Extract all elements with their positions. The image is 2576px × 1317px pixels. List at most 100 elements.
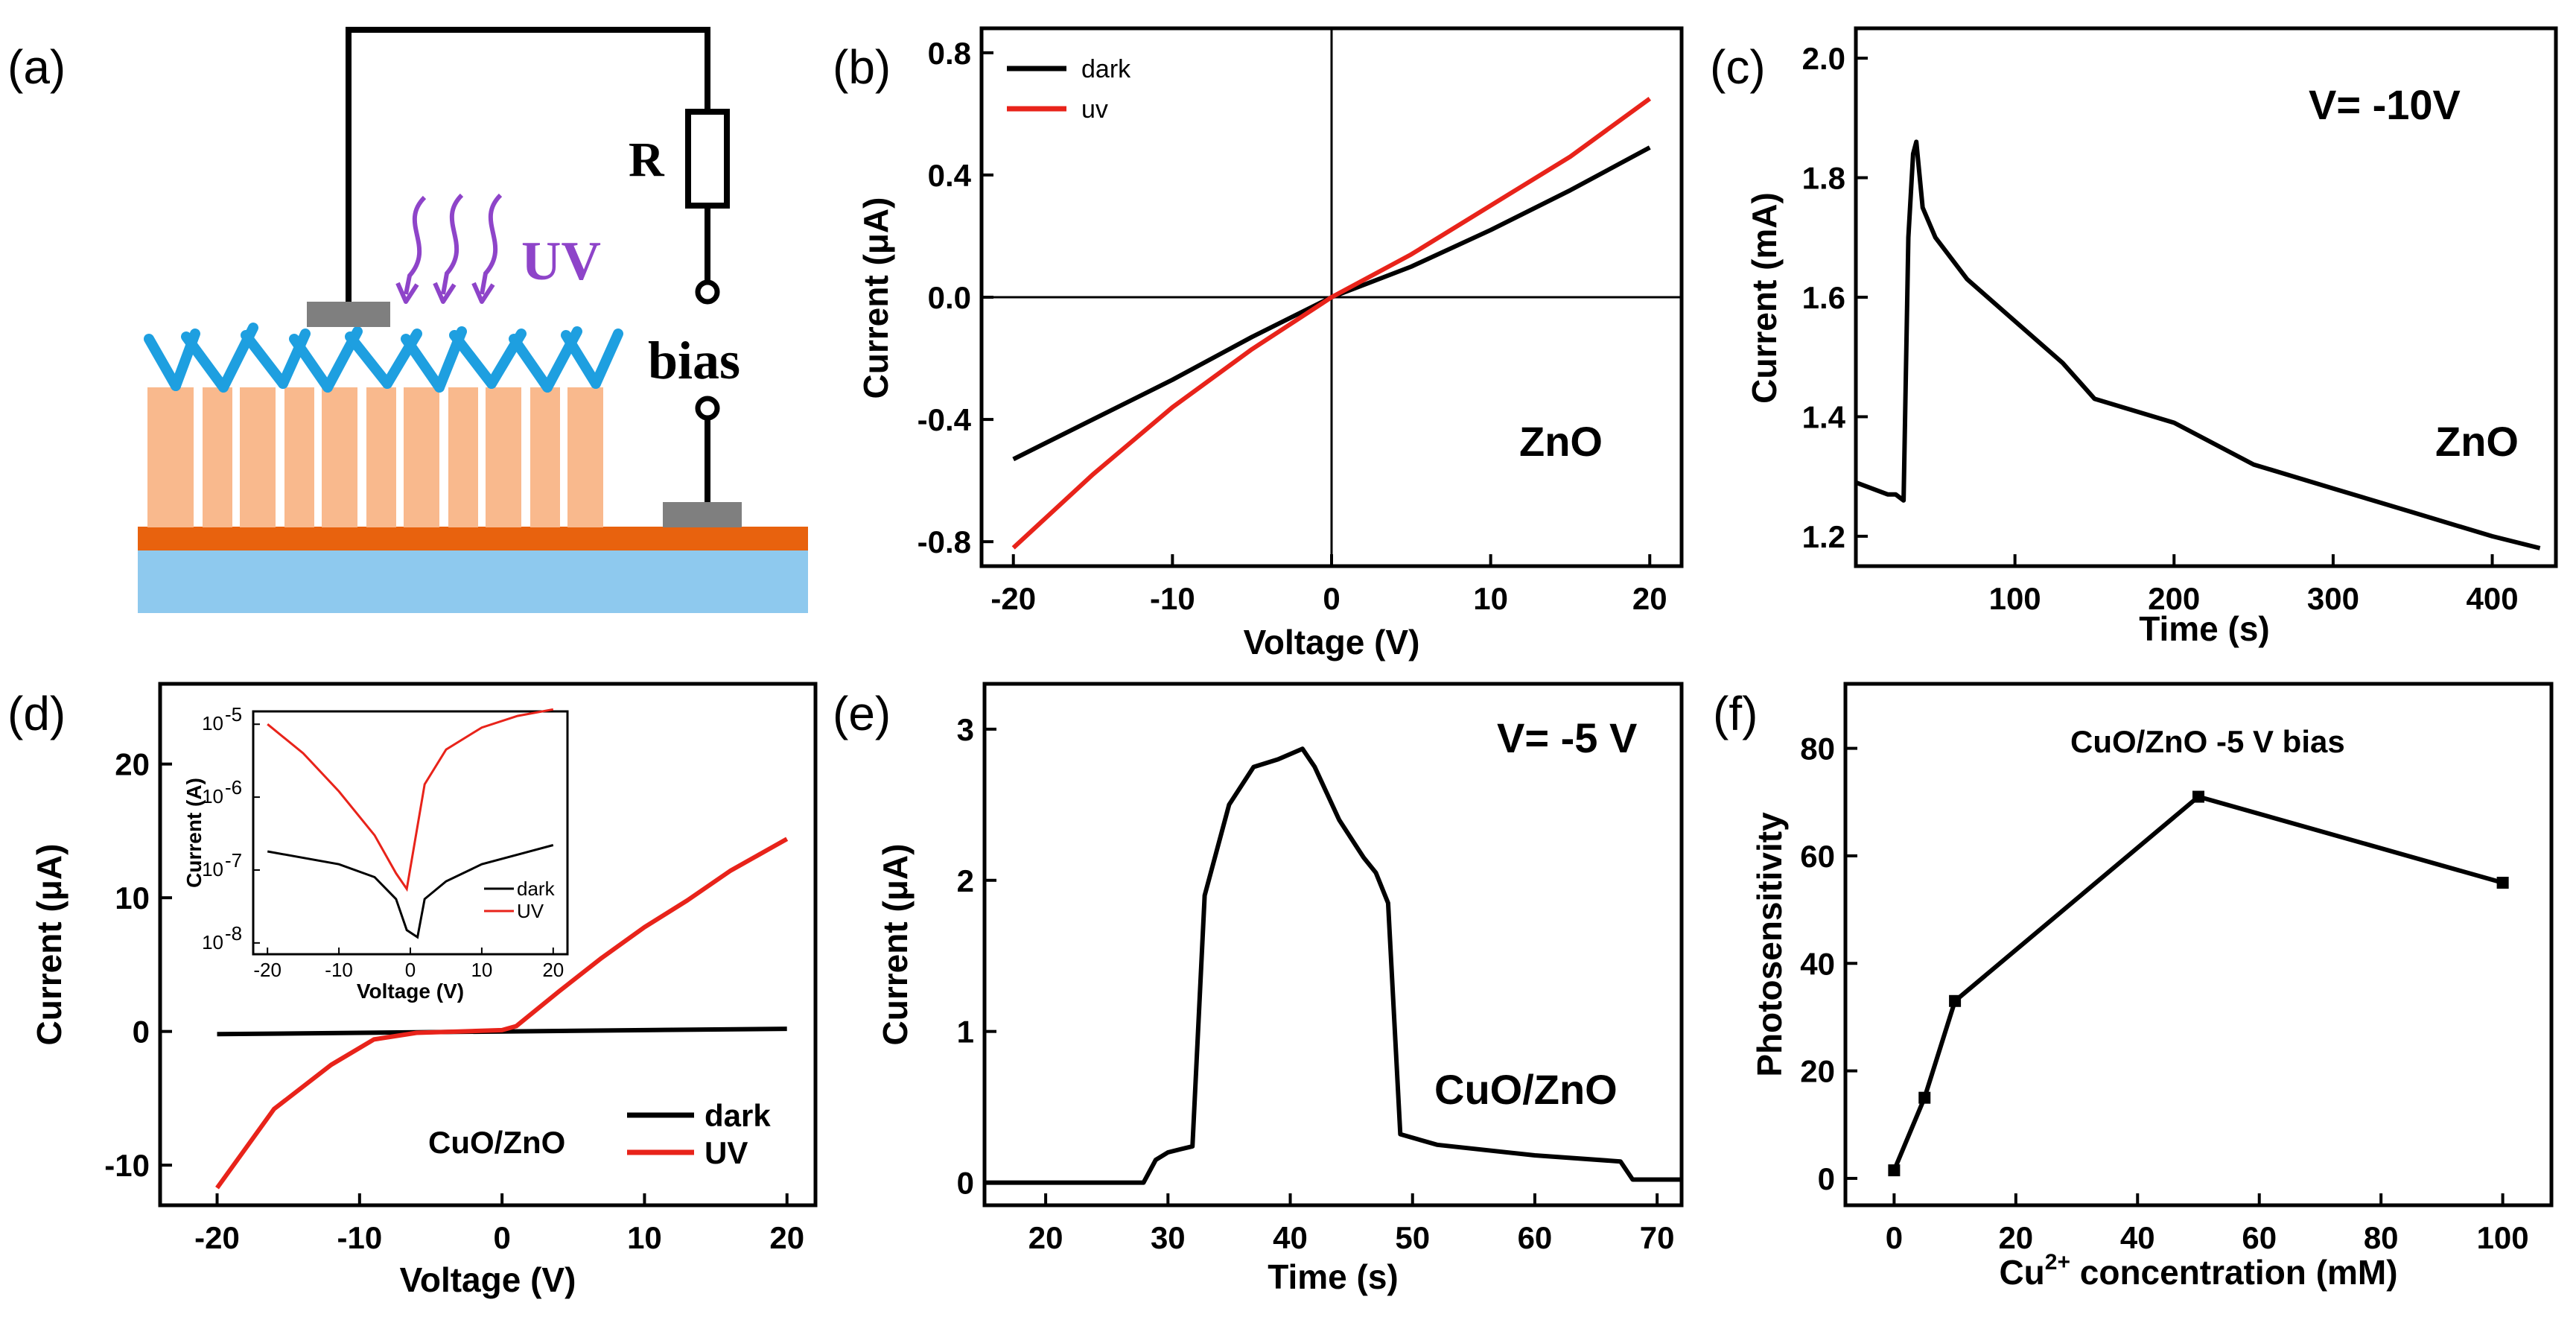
panel-d: (d) -20 -10 0 10 20 -10 0 10 20 Voltage (V) Curr…: [7, 682, 818, 1299]
panel-f: (f) 0 20 40 60 80 100 0 20 40 60 80 Cu2+ concentra…: [1713, 682, 2554, 1292]
x-tick-label-c-1: 200: [2148, 581, 2200, 616]
inset-x-tick-label-4: 20: [542, 959, 564, 981]
x-tick-label-c-0: 100: [1989, 581, 2041, 616]
legend-label-uv-b: uv: [1081, 95, 1108, 124]
inset-legend-label-uv: UV: [517, 900, 544, 922]
inset-y-tick-label-2: 10: [202, 858, 223, 880]
inset-x-tick-label-1: -10: [325, 959, 353, 981]
data-point-f-4: [2496, 877, 2509, 889]
inset-y-tick-exp-2: -7: [225, 849, 242, 872]
x-tick-label-b-3: 10: [1473, 581, 1508, 616]
inset-y-tick-exp-1: -6: [225, 776, 242, 799]
legend-label-dark-d: dark: [705, 1098, 771, 1133]
xlabel-f: Cu2+ concentration (mM): [1999, 1250, 2397, 1292]
x-tick-label-b-2: 0: [1323, 581, 1340, 616]
series-line-d-uv: [215, 837, 789, 1190]
xlabel-f-post: concentration (mM): [2070, 1253, 2398, 1292]
y-tick-label-f-0: 0: [1818, 1161, 1835, 1196]
y-tick-label-f-3: 60: [1800, 839, 1835, 874]
x-tick-label-e-1: 30: [1151, 1220, 1186, 1255]
plot-frame-d: [158, 682, 818, 1207]
y-tick-label-b-3: 0.4: [928, 158, 972, 193]
cuo-branches: [144, 323, 623, 393]
x-tick-label-e-0: 20: [1028, 1220, 1063, 1255]
inset-series-line-dark: [267, 844, 554, 939]
ylabel-f: Photosensitivity: [1750, 812, 1789, 1077]
bias-label: bias: [648, 331, 740, 390]
x-tick-label-d-0: -20: [194, 1220, 240, 1255]
x-tick-label-e-2: 40: [1273, 1220, 1308, 1255]
inset-y-tick-exp-3: -8: [225, 922, 242, 945]
x-tick-label-b-4: 20: [1632, 581, 1667, 616]
uv-label: UV: [521, 231, 601, 292]
substrate: [138, 550, 808, 613]
data-point-f-0: [1888, 1164, 1901, 1177]
inset-y-tick-label-0: 10: [202, 712, 223, 734]
ylabel-c: Current (mA): [1745, 192, 1784, 404]
inset-y-tick-label-1: 10: [202, 785, 223, 807]
y-tick-label-d-3: 20: [115, 747, 150, 782]
annotation-f: CuO/ZnO -5 V bias: [2070, 724, 2345, 759]
y-tick-label-b-4: 0.8: [928, 36, 971, 71]
x-tick-label-f-1: 20: [1998, 1220, 2033, 1255]
inset-x-tick-label-0: -20: [253, 959, 282, 981]
xlabel-e: Time (s): [1268, 1257, 1399, 1296]
data-point-f-1: [1918, 1091, 1931, 1104]
inset-legend-label-dark: dark: [517, 878, 556, 900]
y-tick-label-f-4: 80: [1800, 732, 1835, 767]
series-line-b-uv: [1011, 96, 1652, 550]
zno-nanorods: [147, 387, 603, 527]
xlabel-d: Voltage (V): [400, 1260, 576, 1299]
y-tick-label-e-0: 0: [957, 1166, 974, 1201]
x-tick-label-f-0: 0: [1886, 1220, 1903, 1255]
chart-e-plot: 20 30 40 50 60 70 0 1 2 3: [957, 712, 1682, 1255]
legend-label-dark-b: dark: [1081, 55, 1131, 83]
xlabel-c: Time (s): [2139, 609, 2270, 648]
y-tick-label-f-2: 40: [1800, 946, 1835, 981]
bias-terminal-bottom: [695, 396, 720, 421]
panel-label-e: (e): [833, 687, 891, 740]
y-tick-label-c-2: 1.6: [1802, 280, 1845, 315]
y-tick-label-e-1: 1: [957, 1015, 974, 1050]
legend-label-uv-d: UV: [705, 1135, 748, 1170]
annotation-c-material: ZnO: [2435, 418, 2519, 465]
annotation-c-bias: V= -10V: [2309, 81, 2461, 128]
xlabel-f-pre: Cu: [1999, 1253, 2044, 1292]
x-tick-label-e-3: 50: [1395, 1220, 1430, 1255]
data-point-f-2: [1949, 994, 1962, 1007]
x-tick-label-d-3: 10: [627, 1220, 662, 1255]
seed-film: [138, 527, 808, 550]
panel-label-b: (b): [833, 40, 891, 94]
panel-label-f: (f): [1713, 687, 1758, 740]
x-tick-label-f-4: 80: [2364, 1220, 2399, 1255]
circuit-wire: [346, 27, 710, 502]
annotation-b: ZnO: [1519, 418, 1603, 465]
y-tick-label-b-1: -0.4: [917, 402, 972, 437]
ylabel-b: Current (μA): [856, 197, 895, 399]
ylabel-e: Current (μA): [876, 844, 915, 1046]
x-tick-label-d-4: 20: [769, 1220, 804, 1255]
top-contact: [307, 302, 390, 327]
y-tick-label-c-4: 2.0: [1802, 41, 1845, 76]
inset-ylabel-d: Current (A): [182, 778, 206, 888]
x-tick-label-f-5: 100: [2477, 1220, 2529, 1255]
ylabel-d: Current (μA): [30, 844, 69, 1046]
y-tick-label-d-1: 0: [133, 1015, 150, 1050]
plot-frame-e: [982, 682, 1684, 1207]
series-line-f-cuo-zno: [1892, 794, 2504, 1172]
y-tick-label-e-2: 2: [957, 863, 974, 898]
y-tick-label-b-2: 0.0: [928, 280, 971, 315]
x-tick-label-e-5: 70: [1640, 1220, 1675, 1255]
series-line-c-zno: [1854, 139, 2541, 550]
panel-e: (e) 20 30 40 50 60 70 0 1 2 3 Time (s) Current (μ…: [833, 682, 1684, 1296]
x-tick-label-e-4: 60: [1518, 1220, 1553, 1255]
xlabel-b: Voltage (V): [1244, 623, 1420, 661]
chart-b-plot: -20 -10 0 10 20 -0.8 -0.4 0.0 0.4 0.8: [917, 28, 1682, 616]
y-tick-label-d-0: -10: [104, 1148, 150, 1183]
x-tick-label-f-3: 60: [2242, 1220, 2277, 1255]
inset-xlabel-d: Voltage (V): [357, 980, 464, 1003]
y-tick-label-c-1: 1.4: [1802, 399, 1846, 434]
panel-b: (b) -20 -10 0 10 20 -0.8 -0.4 0.0 0.4 0.8 Voltage…: [833, 26, 1684, 661]
